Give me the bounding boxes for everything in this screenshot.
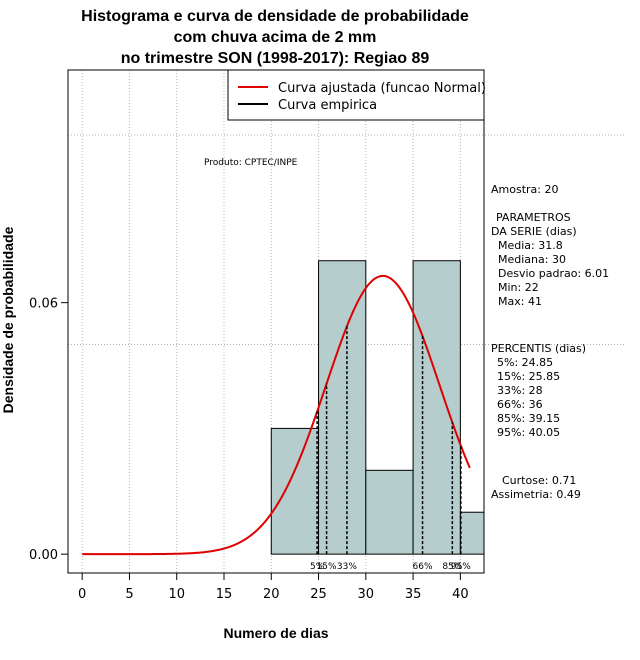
x-tick-label: 30 xyxy=(358,587,375,602)
annotations: Produto: CPTEC/INPE Amostra: 20 PARAMETROS… xyxy=(204,158,609,501)
legend: Curva ajustada (funcao Normal) Curva empi… xyxy=(227,69,486,121)
percentile-label: 15% xyxy=(317,562,337,572)
legend-entry: Curva ajustada (funcao Normal) xyxy=(278,81,486,96)
histogram-bar xyxy=(270,427,320,555)
sample-text: Amostra: 20 xyxy=(491,183,558,196)
x-tick-label: 15 xyxy=(216,587,233,602)
shape-stat-line: Assimetria: 0.49 xyxy=(491,488,581,501)
axes: 0 5 10 15 20 25 30 35 40 0.00 0.06 Numero de dias De… xyxy=(0,226,469,641)
x-tick-label: 35 xyxy=(405,587,422,602)
percentile-stat-line: PERCENTIS (dias) xyxy=(491,342,586,355)
param-line: Media: 31.8 xyxy=(498,239,563,252)
shape-stat-line: Curtose: 0.71 xyxy=(502,474,576,487)
percentile-stat-line: 33%: 28 xyxy=(497,384,543,397)
percentile-label: 85% xyxy=(442,562,462,572)
param-line: DA SERIE (dias) xyxy=(491,225,577,238)
percentile-stat-line: 85%: 39.15 xyxy=(497,412,560,425)
percentile-stat-line: 66%: 36 xyxy=(497,398,543,411)
normal-curve-layer xyxy=(82,274,471,556)
histogram-bars xyxy=(270,260,485,555)
percentile-label: 95% xyxy=(451,562,471,572)
param-line: Mediana: 30 xyxy=(498,253,566,266)
chart-title: Histograma e curva de densidade de proba… xyxy=(81,8,469,67)
param-line: Desvio padrao: 6.01 xyxy=(498,267,609,280)
percentile-label: 5% xyxy=(310,562,325,572)
percentile-stat-line: 5%: 24.85 xyxy=(497,356,553,369)
percentile-stat-line: 95%: 40.05 xyxy=(497,426,560,439)
param-line: PARAMETROS xyxy=(496,211,571,224)
normal-curve xyxy=(82,274,471,556)
histogram-bar xyxy=(459,511,485,555)
x-tick-label: 40 xyxy=(452,587,469,602)
x-tick-label: 0 xyxy=(78,587,86,602)
x-axis-label: Numero de dias xyxy=(223,625,328,641)
percentile-stat-line: 15%: 25.85 xyxy=(497,370,560,383)
y-axis-label: Densidade de probabilidade xyxy=(0,226,16,413)
credit-text: Produto: CPTEC/INPE xyxy=(204,158,298,168)
x-tick-label: 25 xyxy=(310,587,327,602)
histogram-bar xyxy=(412,260,461,555)
x-tick-label: 5 xyxy=(125,587,133,602)
title-line-3: no trimestre SON (1998-2017): Regiao 89 xyxy=(121,50,430,67)
y-tick-label: 0.00 xyxy=(29,548,58,563)
param-line: Min: 22 xyxy=(498,281,539,294)
title-line-1: Histograma e curva de densidade de proba… xyxy=(81,8,469,25)
legend-entry: Curva empirica xyxy=(278,98,377,113)
percentile-label: 33% xyxy=(337,562,357,572)
histogram-bar xyxy=(318,260,367,555)
x-tick-label: 10 xyxy=(168,587,185,602)
y-tick-label: 0.06 xyxy=(29,297,58,312)
param-line: Max: 41 xyxy=(498,295,542,308)
legend-box xyxy=(227,69,485,121)
histogram-bar xyxy=(365,469,414,555)
percentile-lines: 5%15% 33% 66% 85%95% xyxy=(310,326,471,572)
percentile-label: 66% xyxy=(413,562,433,572)
x-tick-label: 20 xyxy=(263,587,280,602)
title-line-2: com chuva acima de 2 mm xyxy=(174,29,377,46)
